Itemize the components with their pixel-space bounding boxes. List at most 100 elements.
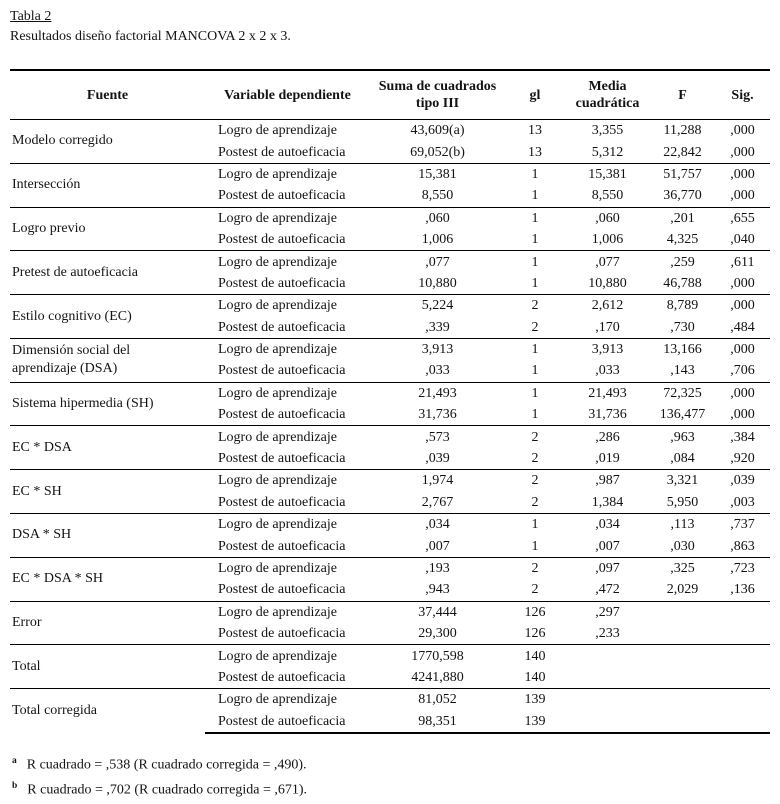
suma-cuadrados-cell: ,060	[370, 206, 505, 229]
media-cuadratica-cell	[565, 710, 650, 734]
suma-cuadrados-cell: 8,550	[421, 188, 454, 204]
f-cell: 3,321	[650, 469, 715, 492]
gl-cell: 2	[505, 425, 565, 448]
gl-cell: 140	[524, 669, 546, 685]
variable-dependiente-cell: Postest de autoeficacia	[218, 538, 346, 554]
f-cell: 51,757	[650, 162, 715, 186]
table-row: Modelo corregido Logro de aprendizaje 43,6…	[10, 119, 770, 164]
sig-cell: ,040	[730, 232, 755, 248]
media-cuadratica-cell: 21,493	[565, 381, 650, 405]
f-cell: 4,325	[666, 232, 699, 248]
header-media: Media cuadrática	[565, 69, 650, 120]
variable-dependiente-cell: Postest de autoeficacia	[218, 669, 346, 685]
suma-cuadrados-cell: ,077	[370, 250, 505, 273]
table-row: Postest de autoeficacia 29,300 126 ,233	[10, 623, 770, 645]
media-cuadratica-cell: ,007	[595, 538, 620, 554]
footnote-a: a R cuadrado = ,538 (R cuadrado corregida…	[10, 751, 770, 776]
f-cell	[650, 644, 715, 667]
gl-cell: 13	[528, 144, 542, 160]
suma-cuadrados-cell: 5,224	[370, 294, 505, 317]
gl-cell: 1	[531, 188, 539, 204]
table-row: Dimensión social del aprendizaje (DSA) Lo…	[10, 337, 770, 383]
table-row: Postest de autoeficacia 98,351 139	[10, 710, 770, 734]
media-cuadratica-cell: ,097	[565, 556, 650, 580]
gl-cell: 126	[505, 600, 565, 623]
variable-dependiente-cell: Postest de autoeficacia	[218, 626, 346, 642]
suma-cuadrados-cell: 81,052	[370, 688, 505, 711]
gl-cell: 140	[505, 644, 565, 667]
fuente-cell: Error	[10, 600, 205, 645]
f-cell: 136,477	[659, 407, 706, 423]
sig-cell: ,000	[730, 188, 755, 204]
media-cuadratica-cell: 2,612	[565, 294, 650, 317]
variable-dependiente-cell: Logro de aprendizaje	[205, 250, 370, 273]
fuente-cell: Dimensión social del aprendizaje (DSA)	[10, 337, 205, 383]
sig-cell: ,000	[730, 144, 755, 160]
variable-dependiente-cell: Logro de aprendizaje	[205, 644, 370, 667]
f-cell: ,325	[650, 556, 715, 580]
f-cell: ,143	[670, 363, 695, 379]
table-row: Total Logro de aprendizaje 1770,598 140	[10, 644, 770, 689]
media-cuadratica-cell: 5,312	[591, 144, 624, 160]
variable-dependiente-cell: Logro de aprendizaje	[205, 469, 370, 492]
table-caption: Resultados diseño factorial MANCOVA 2 x …	[10, 29, 291, 44]
table-row: Intersección Logro de aprendizaje 15,381 1 1…	[10, 162, 770, 208]
variable-dependiente-cell: Postest de autoeficacia	[218, 188, 346, 204]
f-cell	[650, 710, 715, 734]
suma-cuadrados-cell: 21,493	[370, 381, 505, 405]
variable-dependiente-cell: Logro de aprendizaje	[205, 688, 370, 711]
fuente-cell: Total corregida	[10, 688, 205, 733]
f-cell: ,030	[670, 538, 695, 554]
variable-dependiente-cell: Postest de autoeficacia	[218, 451, 346, 467]
fuente-cell: Modelo corregido	[10, 119, 205, 164]
sig-cell: ,136	[730, 582, 755, 598]
gl-cell: 2	[531, 451, 539, 467]
gl-cell: 1	[505, 337, 565, 361]
header-gl: gl	[505, 69, 565, 120]
gl-cell: 1	[505, 162, 565, 186]
variable-dependiente-cell: Postest de autoeficacia	[205, 710, 370, 734]
media-cuadratica-cell: ,033	[595, 363, 620, 379]
f-cell: ,730	[670, 319, 695, 335]
sig-cell: ,655	[715, 206, 770, 229]
table-row: Postest de autoeficacia ,039 2 ,019 ,084 ,920	[10, 448, 770, 470]
media-cuadratica-cell: ,034	[565, 513, 650, 536]
f-cell: ,201	[650, 206, 715, 229]
sig-cell: ,000	[715, 162, 770, 186]
sig-cell	[715, 600, 770, 623]
f-cell	[650, 688, 715, 711]
table-title: Tabla 2	[10, 9, 52, 24]
table-row: Postest de autoeficacia ,007 1 ,007 ,030 ,863	[10, 535, 770, 557]
media-cuadratica-cell: ,060	[565, 206, 650, 229]
gl-cell: 13	[505, 119, 565, 142]
f-cell: 46,788	[663, 275, 702, 291]
variable-dependiente-cell: Logro de aprendizaje	[205, 294, 370, 317]
footnote-a-marker: a	[12, 755, 17, 766]
header-fuente: Fuente	[10, 69, 205, 120]
fuente-cell: DSA * SH	[10, 513, 205, 558]
table-row: Estilo cognitivo (EC) Logro de aprendizaj…	[10, 294, 770, 339]
gl-cell: 1	[531, 538, 539, 554]
table-row: Postest de autoeficacia 69,052(b) 13 5,312 2…	[10, 141, 770, 163]
variable-dependiente-cell: Logro de aprendizaje	[205, 425, 370, 448]
suma-cuadrados-cell: 15,381	[370, 162, 505, 186]
f-cell: ,113	[650, 513, 715, 536]
media-cuadratica-cell	[565, 644, 650, 667]
mancova-results-table: Fuente Variable dependiente Suma de cuad…	[10, 69, 770, 734]
gl-cell: 2	[505, 469, 565, 492]
suma-cuadrados-cell: 1770,598	[370, 644, 505, 667]
suma-cuadrados-cell: ,033	[425, 363, 450, 379]
table-body: Modelo corregido Logro de aprendizaje 43,6…	[10, 119, 770, 734]
sig-cell: ,920	[730, 451, 755, 467]
media-cuadratica-cell	[565, 667, 650, 689]
footnote-a-text: R cuadrado = ,538 (R cuadrado corregida …	[26, 757, 307, 773]
suma-cuadrados-cell: ,039	[425, 451, 450, 467]
sig-cell	[715, 623, 770, 645]
gl-cell: 2	[531, 494, 539, 510]
suma-cuadrados-cell: ,573	[370, 425, 505, 448]
sig-cell: ,000	[715, 381, 770, 405]
media-cuadratica-cell: ,019	[595, 451, 620, 467]
table-row: Error Logro de aprendizaje 37,444 126,297	[10, 600, 770, 645]
table-row: DSA * SH Logro de aprendizaje ,034 1,034,11…	[10, 513, 770, 558]
footnotes: a R cuadrado = ,538 (R cuadrado corregida…	[10, 751, 770, 800]
